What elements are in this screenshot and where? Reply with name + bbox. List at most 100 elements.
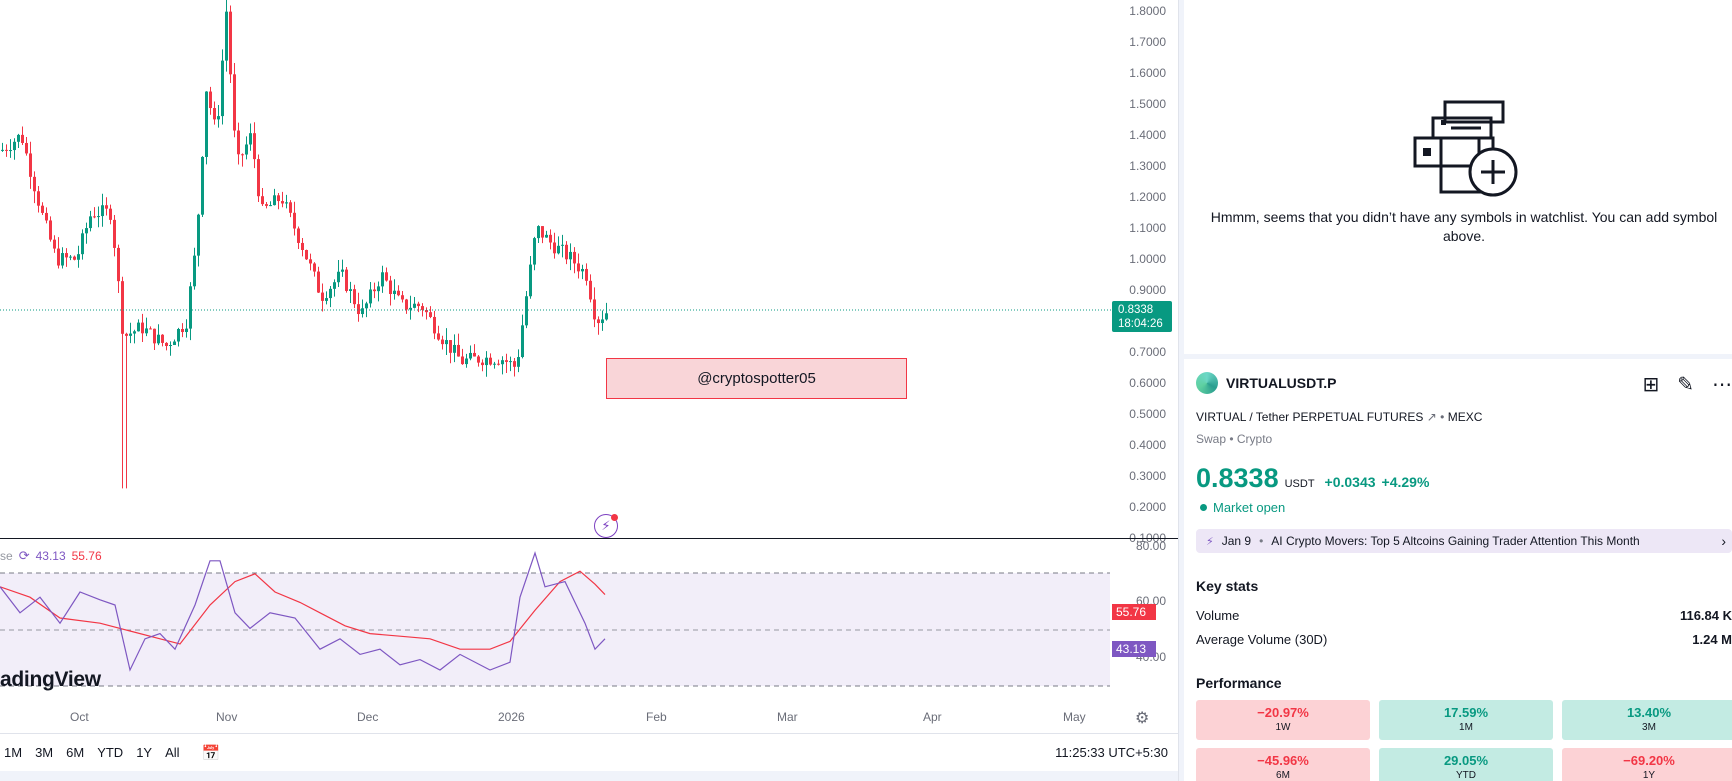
- candle-body: [141, 322, 144, 334]
- date-range-group: 1M 3M 6M YTD 1Y All: [0, 745, 180, 760]
- grid-view-icon[interactable]: ⊞: [1642, 374, 1660, 396]
- separator-dot: •: [1440, 410, 1445, 424]
- market-status[interactable]: Market open: [1200, 500, 1285, 515]
- symbol-ticker[interactable]: VIRTUALUSDT.P: [1226, 375, 1337, 391]
- price-axis-label: 0.3000: [1129, 469, 1166, 483]
- stat-label: Average Volume (30D): [1196, 632, 1328, 647]
- current-price: 0.8338: [1196, 463, 1279, 493]
- candle-body: [405, 299, 408, 310]
- candle-body: [433, 316, 436, 334]
- notification-dot: [611, 514, 618, 521]
- candle-body: [393, 290, 396, 295]
- rsi-legend[interactable]: se ⟳ 43.13 55.76: [0, 548, 102, 564]
- panel-splitter[interactable]: [1184, 354, 1732, 359]
- candle-body: [169, 345, 172, 347]
- rsi-ma-line: [0, 570, 606, 650]
- candle-body: [57, 248, 60, 266]
- performance-value: 29.05%: [1443, 753, 1489, 768]
- candle-body: [285, 202, 288, 204]
- symbol-header-actions: ⊞ ✎ ⋯: [1642, 372, 1732, 397]
- last-price-value: 0.8338: [1118, 304, 1154, 316]
- performance-period: 1M: [1459, 722, 1473, 733]
- price-axis-label: 0.4000: [1129, 438, 1166, 452]
- refresh-icon[interactable]: ⟳: [18, 548, 30, 563]
- price-axis-label: 1.0000: [1129, 252, 1166, 266]
- price-axis-label: 1.7000: [1129, 35, 1166, 49]
- candle-body: [77, 254, 80, 260]
- candle-body: [381, 272, 384, 287]
- range-button-all[interactable]: All: [165, 745, 180, 760]
- symbol-description: VIRTUAL / Tether PERPETUAL FUTURES ↗ • M…: [1196, 410, 1482, 424]
- candle-body: [33, 176, 36, 192]
- candle-body: [149, 328, 152, 330]
- stat-label: Volume: [1196, 608, 1240, 623]
- timezone-clock[interactable]: 11:25:33 UTC+5:30: [1055, 745, 1168, 760]
- range-button-6m[interactable]: 6M: [66, 745, 85, 760]
- range-button-1y[interactable]: 1Y: [136, 745, 153, 760]
- candle-body: [325, 298, 328, 301]
- candle-body: [361, 308, 364, 315]
- watchlist-empty-message: Hmmm, seems that you didn’t have any sym…: [1210, 209, 1718, 244]
- performance-cell-ytd[interactable]: 29.05% YTD: [1379, 748, 1553, 781]
- candle-body: [473, 352, 476, 357]
- edit-note-icon[interactable]: ✎: [1677, 374, 1694, 396]
- performance-cell-1m[interactable]: 17.59% 1M: [1379, 700, 1553, 740]
- panel-divider[interactable]: [1178, 0, 1184, 781]
- news-banner[interactable]: ⚡ Jan 9 • AI Crypto Movers: Top 5 Altcoi…: [1196, 529, 1732, 553]
- chart-canvas[interactable]: [0, 0, 1178, 733]
- rsi-legend-title: se: [0, 549, 13, 563]
- external-link-icon[interactable]: ↗: [1426, 410, 1437, 424]
- performance-cell-1w[interactable]: −20.97% 1W: [1196, 700, 1370, 740]
- candle-body: [493, 363, 496, 365]
- candle-body: [249, 133, 252, 145]
- candle-body: [601, 319, 604, 324]
- candle-body: [137, 322, 140, 332]
- candle-body: [221, 60, 224, 117]
- candle-body: [397, 290, 400, 296]
- candle-body: [289, 202, 292, 213]
- symbol-full-name[interactable]: VIRTUAL / Tether PERPETUAL FUTURES: [1196, 410, 1424, 424]
- candle-body: [201, 156, 204, 215]
- add-symbol-illustration-icon: [1413, 100, 1518, 197]
- candle-body: [29, 153, 32, 177]
- price-axis-label: 1.5000: [1129, 97, 1166, 111]
- candle-body: [165, 342, 168, 346]
- candle-body: [501, 360, 504, 365]
- time-axis-label: Feb: [646, 710, 667, 724]
- news-bolt-icon: ⚡: [1206, 535, 1214, 548]
- exchange-name: MEXC: [1447, 410, 1483, 424]
- candle-body: [589, 280, 592, 300]
- chart-area[interactable]: 1.8000 1.7000 1.6000 1.5000 1.4000 1.3000 1.20…: [0, 0, 1178, 781]
- gear-icon[interactable]: ⚙: [1135, 710, 1150, 727]
- performance-cell-1y[interactable]: −69.20% 1Y: [1562, 748, 1732, 781]
- chevron-right-icon[interactable]: ›: [1721, 533, 1726, 549]
- candle-body: [461, 356, 464, 365]
- candle-body: [349, 289, 352, 291]
- tradingview-logo[interactable]: adingView: [0, 668, 101, 691]
- candle-body: [13, 141, 16, 151]
- events-bolt-button[interactable]: ⚡: [594, 514, 618, 538]
- stat-value: 1.24 M: [1692, 632, 1732, 647]
- watermark-annotation[interactable]: @cryptospotter05: [606, 358, 907, 399]
- rsi-legend-value: 43.13: [35, 549, 66, 563]
- symbol-header[interactable]: VIRTUALUSDT.P: [1196, 372, 1336, 394]
- candle-body: [133, 331, 136, 334]
- range-button-1m[interactable]: 1M: [4, 745, 23, 760]
- performance-cell-6m[interactable]: −45.96% 6M: [1196, 748, 1370, 781]
- performance-cell-3m[interactable]: 13.40% 3M: [1562, 700, 1732, 740]
- candle-body: [105, 205, 108, 209]
- range-button-ytd[interactable]: YTD: [97, 745, 124, 760]
- bottom-panel-strip: [0, 771, 1178, 781]
- more-options-icon[interactable]: ⋯: [1712, 374, 1732, 396]
- calendar-goto-icon[interactable]: 📅: [201, 744, 221, 762]
- right-panel: Hmmm, seems that you didn’t have any sym…: [1184, 0, 1732, 781]
- candle-body: [425, 310, 428, 313]
- range-button-3m[interactable]: 3M: [35, 745, 54, 760]
- rsi-ma-legend-value: 55.76: [71, 549, 102, 563]
- key-stats-title: Key stats: [1196, 578, 1259, 594]
- candle-body: [437, 333, 440, 340]
- performance-value: −69.20%: [1623, 753, 1675, 768]
- pane-separator[interactable]: [0, 538, 1178, 539]
- market-status-dot-icon: [1200, 504, 1207, 511]
- candle-body: [225, 11, 228, 61]
